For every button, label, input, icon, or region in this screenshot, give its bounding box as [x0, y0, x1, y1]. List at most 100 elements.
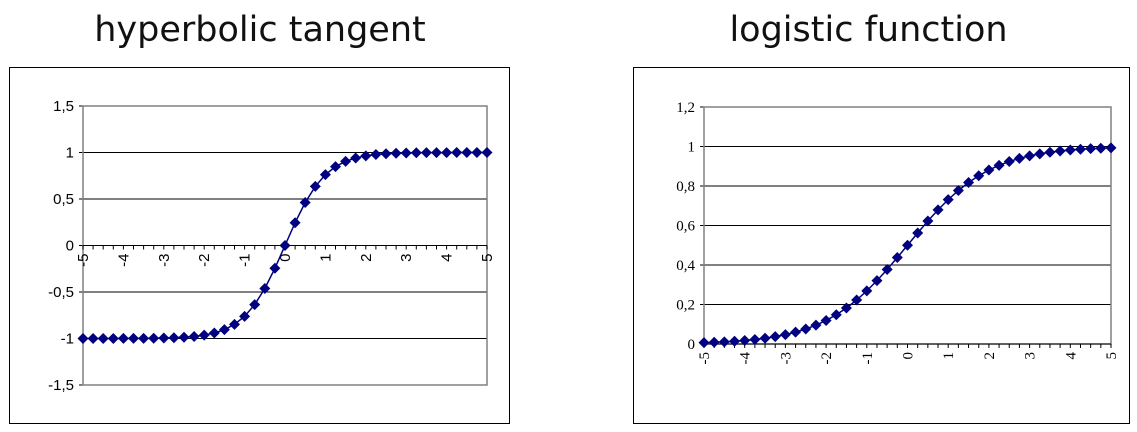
data-point-logistic [769, 331, 781, 343]
data-point-logistic [973, 170, 985, 182]
data-point-tanh [370, 149, 382, 161]
x-tick-label-tanh: 2 [358, 254, 375, 262]
data-point-tanh [148, 332, 160, 344]
x-tick-label-tanh: -1 [237, 254, 254, 267]
data-point-logistic [759, 332, 771, 344]
data-point-logistic [749, 333, 761, 345]
data-point-tanh [229, 318, 240, 330]
data-point-tanh [360, 150, 372, 162]
data-point-tanh [441, 147, 453, 159]
data-point-logistic [800, 323, 812, 335]
x-tick-label-tanh: -3 [156, 254, 173, 267]
data-point-logistic [1024, 150, 1036, 162]
chart-frame-logistic [633, 67, 1130, 424]
y-tick-label-tanh: -1,5 [48, 377, 74, 394]
y-tick-label-logistic: 1 [688, 140, 696, 156]
y-tick-label-tanh: 0 [66, 238, 74, 255]
data-point-tanh [87, 332, 99, 344]
data-point-logistic [993, 159, 1005, 171]
data-point-logistic [891, 252, 903, 264]
data-point-logistic [922, 215, 934, 227]
data-point-logistic [698, 337, 710, 349]
data-point-logistic [718, 336, 730, 348]
chart-title-tanh: hyperbolic tangent [94, 10, 426, 50]
data-point-tanh [158, 332, 170, 344]
data-point-logistic [810, 319, 822, 331]
data-point-logistic [952, 184, 964, 196]
chart-title-logistic: logistic function [729, 10, 1008, 50]
data-point-logistic [881, 263, 893, 275]
data-point-tanh [481, 147, 493, 159]
data-point-tanh [431, 147, 442, 159]
x-tick-label-logistic: -5 [697, 352, 713, 365]
data-point-logistic [942, 194, 954, 206]
data-point-tanh [188, 330, 200, 342]
chart-logistic: 1,210,80,60,40,20-5 -4 -3 -2 -1 0 1 2 3 4 5 [676, 100, 1120, 365]
data-point-tanh [198, 329, 210, 341]
data-point-tanh [340, 155, 352, 167]
data-point-tanh [471, 147, 483, 159]
x-tick-label-logistic: -4 [738, 352, 754, 365]
x-tick-label-tanh: 0 [277, 254, 294, 262]
x-tick-label-logistic: 1 [941, 352, 957, 360]
x-tick-label-tanh: -5 [75, 254, 92, 267]
data-point-logistic [1044, 146, 1056, 158]
data-point-logistic [912, 227, 924, 239]
data-point-tanh [400, 147, 412, 159]
data-point-tanh [178, 331, 190, 343]
data-point-logistic [861, 285, 873, 297]
data-point-logistic [779, 329, 791, 341]
x-tick-label-logistic: 2 [982, 352, 998, 360]
y-tick-label-logistic: 0,6 [676, 219, 695, 235]
data-point-logistic [729, 335, 741, 347]
data-point-logistic [851, 294, 863, 306]
data-point-tanh [451, 147, 463, 159]
x-tick-label-logistic: -3 [778, 352, 794, 365]
data-point-tanh [239, 310, 251, 322]
data-point-tanh [218, 324, 230, 336]
data-point-logistic [1054, 145, 1066, 157]
data-point-tanh [208, 327, 220, 339]
data-point-tanh [168, 332, 180, 344]
data-point-tanh [279, 240, 291, 251]
data-point-tanh [390, 147, 402, 159]
data-point-tanh [289, 217, 301, 229]
data-point-logistic [871, 275, 883, 287]
x-tick-label-logistic: -2 [819, 352, 835, 365]
y-tick-label-tanh: 1,5 [53, 98, 74, 115]
data-point-logistic [739, 334, 751, 346]
data-point-logistic [1095, 142, 1107, 154]
y-tick-label-tanh: 0,5 [53, 191, 74, 208]
x-tick-label-logistic: 0 [901, 352, 917, 360]
data-point-tanh [461, 147, 473, 159]
data-point-tanh [299, 197, 311, 209]
y-tick-label-logistic: 0 [688, 337, 696, 353]
data-point-tanh [249, 299, 261, 311]
x-tick-label-tanh: 4 [439, 254, 456, 262]
data-point-tanh [330, 161, 341, 173]
data-point-tanh [117, 332, 129, 344]
data-point-tanh [309, 180, 321, 192]
data-point-tanh [128, 332, 139, 344]
data-point-tanh [319, 169, 331, 181]
data-point-tanh [410, 147, 422, 159]
data-point-logistic [963, 177, 975, 189]
data-point-logistic [983, 164, 995, 176]
y-tick-label-tanh: 1 [66, 145, 74, 162]
data-point-tanh [138, 332, 150, 344]
data-point-tanh [420, 147, 432, 159]
x-tick-label-tanh: 3 [398, 254, 415, 262]
y-tick-label-logistic: 1,2 [676, 100, 695, 116]
data-point-logistic [1034, 148, 1046, 160]
y-tick-label-logistic: 0,4 [676, 258, 695, 274]
x-tick-label-logistic: -1 [860, 352, 876, 365]
data-point-tanh [350, 152, 362, 164]
x-tick-label-tanh: -4 [115, 254, 132, 267]
data-point-tanh [107, 332, 119, 344]
y-tick-label-logistic: 0,8 [676, 179, 695, 195]
x-tick-label-logistic: 4 [1063, 352, 1079, 360]
y-tick-label-logistic: 0,2 [676, 298, 695, 314]
data-point-logistic [1074, 143, 1086, 155]
x-tick-label-tanh: -2 [196, 254, 213, 267]
